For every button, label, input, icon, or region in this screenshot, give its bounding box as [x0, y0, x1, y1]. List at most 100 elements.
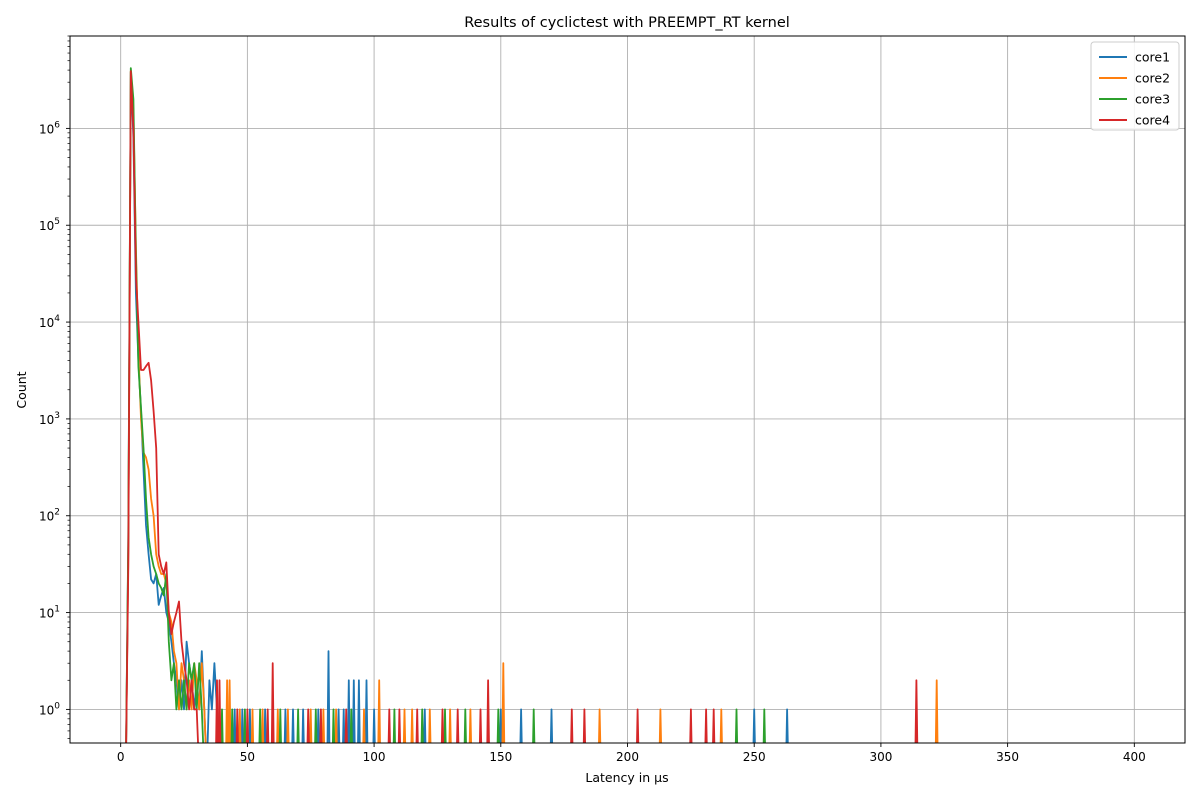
series-spike: [258, 708, 262, 743]
series-spike: [532, 708, 536, 743]
series-spike: [752, 708, 756, 743]
series-spike: [250, 708, 255, 743]
series-spike: [463, 708, 467, 743]
series-spike: [326, 650, 331, 743]
series-spike: [301, 708, 305, 743]
series-spike: [286, 708, 290, 743]
series-spike: [225, 679, 229, 743]
chart-title: Results of cyclictest with PREEMPT_RT ke…: [464, 15, 790, 31]
series-spike: [397, 708, 401, 743]
y-tick-label: 101: [39, 605, 60, 621]
series-spike: [762, 708, 766, 743]
x-tick-label: 300: [869, 750, 892, 764]
series-spike: [448, 708, 452, 743]
series-spike: [233, 708, 237, 743]
series-line: [125, 70, 199, 743]
series-spike: [296, 708, 300, 743]
x-tick-label: 200: [616, 750, 639, 764]
series-spike: [227, 679, 232, 743]
series-spike: [478, 708, 483, 743]
series-spike: [392, 708, 396, 743]
series-spike: [347, 679, 351, 743]
series-spike: [230, 708, 234, 743]
y-axis-label: Count: [14, 371, 29, 408]
series-spike: [410, 708, 414, 743]
series-spike: [342, 708, 346, 743]
series-spike: [344, 708, 348, 743]
series-spike: [238, 708, 242, 743]
legend-label: core2: [1135, 71, 1170, 86]
series-spike: [402, 708, 407, 743]
series-spike: [934, 679, 939, 743]
series-spike: [215, 679, 219, 743]
series-spike: [266, 708, 270, 743]
series-spike: [636, 708, 640, 743]
series-spike: [334, 708, 338, 743]
series-spike: [387, 708, 391, 743]
series-spike: [440, 708, 445, 743]
series-spike: [501, 662, 506, 743]
legend: core1 core2 core3 core4: [1090, 41, 1180, 131]
series-spike: [220, 708, 224, 743]
series-spike: [468, 708, 472, 743]
series-spike: [372, 708, 376, 743]
series-spike: [263, 708, 267, 743]
series-spike: [245, 708, 249, 743]
x-tick-label: 400: [1123, 750, 1146, 764]
series-spike: [734, 708, 739, 743]
series-spike: [276, 708, 280, 743]
x-axis: 0 50 100 150 200 250 300 350 400: [117, 743, 1146, 764]
y-tick-label: 102: [39, 508, 60, 524]
series-spike: [785, 708, 789, 743]
y-axis: 100 101 102 103 104 105 106: [39, 35, 70, 739]
y-tick-label: 104: [39, 314, 60, 330]
y-tick-label: 100: [39, 701, 60, 717]
x-tick-label: 250: [743, 750, 766, 764]
y-tick-label: 103: [39, 411, 60, 427]
series-spike: [337, 708, 341, 743]
series-spike: [362, 708, 366, 743]
y-tick-label: 105: [39, 217, 60, 233]
series-spike: [377, 679, 381, 743]
series-spike: [235, 708, 239, 743]
y-tick-label: 106: [39, 120, 60, 136]
series-core4: [125, 70, 919, 743]
series-spike: [704, 708, 708, 743]
series-spike: [420, 708, 424, 743]
series-core1: [125, 71, 789, 743]
x-tick-label: 50: [240, 750, 255, 764]
series-spike: [486, 679, 490, 743]
series-spike: [240, 708, 244, 743]
series-spike: [243, 708, 247, 743]
series-spike: [519, 708, 523, 743]
x-tick-label: 0: [117, 750, 125, 764]
series-spike: [291, 708, 295, 743]
series-spike: [658, 708, 662, 743]
series-spike: [352, 679, 356, 743]
series-core3: [125, 67, 766, 743]
legend-label: core1: [1135, 50, 1170, 65]
series-spike: [217, 679, 222, 743]
series-spike: [428, 708, 432, 743]
legend-label: core3: [1135, 92, 1170, 107]
x-tick-label: 150: [489, 750, 512, 764]
series-spike: [283, 708, 287, 743]
series-spike: [319, 708, 323, 743]
series-spike: [364, 679, 369, 743]
series-spike: [496, 708, 500, 743]
series-spike: [415, 708, 419, 743]
series-spike: [331, 708, 336, 743]
series-spike: [712, 708, 716, 743]
series-spike: [314, 708, 318, 743]
series-spike: [689, 708, 693, 743]
series-spike: [719, 708, 723, 743]
series-spike: [357, 679, 361, 743]
series-spike: [914, 679, 919, 743]
series-line: [125, 67, 205, 743]
series-spike: [582, 708, 586, 743]
series-spike: [499, 708, 503, 743]
series-spike: [306, 708, 310, 743]
plot-area: [125, 67, 939, 743]
series-spike: [316, 708, 320, 743]
